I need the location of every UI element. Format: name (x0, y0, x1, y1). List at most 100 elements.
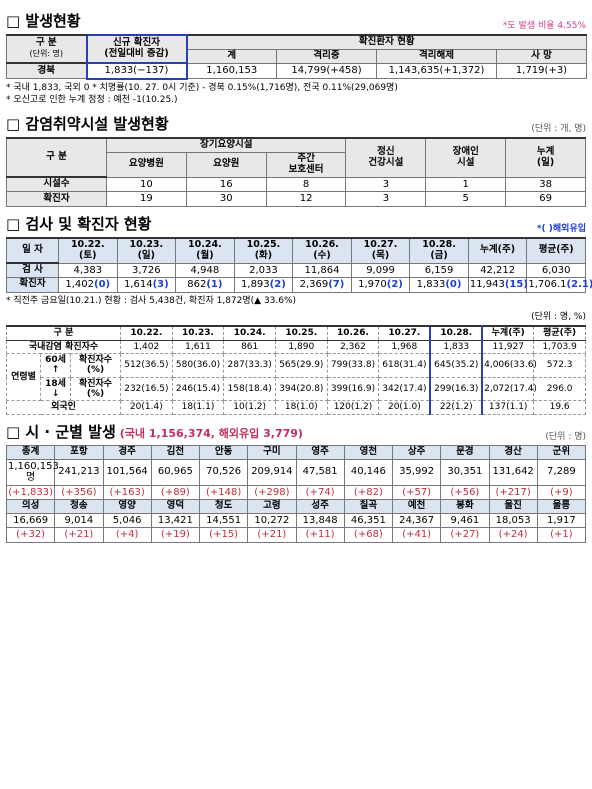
data-cell: 299(16.3) (429, 376, 484, 402)
city-total: 131,642 (488, 458, 538, 486)
city-name: 울진 (488, 499, 538, 514)
city-name: 고령 (247, 499, 297, 514)
notes: * 국내 1,833, 국외 0 * 치명률(10. 27. 0시 기준) - … (6, 82, 586, 107)
city-total: 30,351 (440, 458, 490, 486)
facilities-table: 구 분 장기요양시설 정신 건강시설 장애인 시설 누계 (일) 요양병원 요양원 주간 보… (6, 137, 586, 207)
data-cell: 645(35.2) (429, 352, 484, 378)
header-cell: 10.26. (326, 325, 380, 341)
data-cell: 14,799(+458) (276, 62, 377, 80)
note-line: * 오신고로 인한 누계 정정 : 예천 -1(10.25.) (6, 95, 178, 106)
city-change: (+32) (5, 527, 56, 543)
row-header: 확진자수(%) (69, 352, 122, 378)
data-cell: 3 (345, 191, 427, 207)
header-cell: 격리해제 (376, 48, 497, 64)
row-header: 검 사 (6, 262, 59, 279)
city-change: (+57) (391, 484, 442, 501)
city-name: 군위 (536, 444, 587, 460)
city-name: 경주 (102, 444, 152, 460)
data-cell: 158(18.4) (223, 376, 276, 402)
header-cell: 장기요양시설 (105, 137, 347, 153)
city-change: (+163) (102, 484, 152, 501)
data-cell: 2,033 (233, 262, 294, 279)
city-change: (+4) (102, 527, 152, 543)
city-total: 10,272 (247, 513, 297, 529)
header-cell: 구 분 (단위: 명) (6, 33, 87, 64)
table-row: 경북 1,833(−137) 1,160,153 14,799(+458) 1,143,… (6, 62, 587, 80)
city-total: 9,461 (440, 513, 490, 529)
city-change: (+148) (198, 484, 249, 501)
section-title: □ 검사 및 확진자 현황 (6, 214, 152, 233)
header-cell: 10.22. (120, 325, 173, 341)
city-total: 14,551 (198, 513, 249, 529)
city-name: 총계 (5, 444, 56, 460)
overseas-count: (0) (94, 279, 111, 291)
city-name: 경산 (488, 444, 538, 460)
city-total: 9,014 (54, 513, 104, 529)
data-cell: 6,159 (409, 262, 469, 279)
data-cell: 69 (505, 191, 586, 207)
data-cell: 4,948 (175, 262, 235, 279)
city-total: 40,146 (343, 458, 394, 486)
city-name: 영천 (343, 444, 394, 460)
unit-note: (단위 : 명, %) (531, 312, 586, 323)
city-change: (+82) (343, 484, 394, 501)
data-cell: 38 (505, 176, 586, 193)
city-total: 13,848 (295, 513, 345, 529)
note-line: * 국내 1,833, 국외 0 * 치명률(10. 27. 0시 기준) - … (6, 82, 398, 93)
data-cell: 3,726 (116, 262, 177, 279)
header-cell: 10.23. (171, 325, 225, 341)
header-cell: 10.27. (378, 325, 431, 341)
city-name: 칠곡 (343, 499, 394, 514)
table-row: (+1,833) (+356) (+163) (+89) (+148) (+298) (+7… (5, 484, 587, 501)
data-cell: 1,968 (378, 339, 431, 354)
city-change: (+74) (295, 484, 345, 501)
data-cell: 30 (185, 191, 267, 207)
city-change: (+217) (488, 484, 538, 501)
data-cell: 42,212 (467, 262, 528, 279)
cell-value: 1,706.1 (528, 279, 567, 291)
data-cell: 1,970(2) (350, 277, 411, 293)
tests-table: 일 자 10.22. (토) 10.23. (일) 10.24. (월) 10.25. … (6, 236, 592, 293)
data-cell: 12 (265, 191, 347, 207)
row-header: 확진자 (6, 277, 59, 293)
city-change: (+1,833) (5, 484, 56, 501)
header-cell: 격리중 (276, 48, 377, 64)
city-name: 청송 (54, 499, 104, 514)
header-cell: 10.22. (토) (58, 236, 118, 264)
table-row: 시설수 10 16 8 3 1 38 (6, 176, 586, 193)
data-cell: 2,072(17.4) (481, 376, 537, 402)
data-cell: 1,402(0) (58, 277, 118, 293)
city-change: (+24) (488, 527, 538, 543)
overseas-count: (2.1) (566, 279, 592, 291)
cell-value: 11,943 (469, 279, 505, 291)
section-header: □ 시 · 군별 발생 (국내 1,156,374, 해외유입 3,779) (단… (6, 421, 586, 442)
city-change: (+298) (247, 484, 297, 501)
data-cell: 1,611 (171, 339, 225, 354)
data-cell: 1 (425, 176, 507, 193)
city-table: 총계 포항 경주 김천 안동 구미 영주 영천 상주 문경 경산 군위 1,160,153명 241,21… (5, 444, 587, 543)
cell-value: 1,833 (416, 279, 446, 291)
data-cell: 20(1.0) (378, 400, 431, 415)
data-cell: 19 (106, 191, 187, 207)
section-header: □ 감염취약시설 발생현황 (단위 : 개, 명) (6, 113, 586, 134)
overseas-count: (15) (504, 279, 528, 291)
table-row: (+32) (+21) (+4) (+19) (+15) (+21) (+11) (+68)(… (5, 527, 587, 543)
city-total: 1,917 (536, 513, 587, 529)
data-cell: 394(20.8) (274, 376, 328, 402)
data-cell: 1,719(+3) (496, 62, 587, 80)
header-cell: 사 망 (496, 48, 587, 64)
city-name: 의성 (5, 499, 56, 514)
table-row: 검 사 4,383 3,726 4,948 2,033 11,864 9,099 6,159 4… (6, 262, 586, 279)
city-change: (+19) (150, 527, 201, 543)
city-change: (+1) (536, 527, 587, 543)
section-header: □ 검사 및 확진자 현황 *( )해외유입 (6, 213, 586, 234)
data-cell: 8 (265, 176, 347, 193)
data-cell: 3 (345, 176, 427, 193)
data-cell: 1,703.9 (533, 339, 586, 354)
unit-note: (단위 : 개, 명) (531, 124, 586, 135)
overseas-count: (1) (206, 279, 223, 291)
data-cell: 1,833 (429, 339, 484, 354)
data-cell: 246(15.4) (171, 376, 225, 402)
section-title: □ 발생현황 (6, 12, 81, 30)
data-cell: 11,927 (481, 339, 535, 354)
